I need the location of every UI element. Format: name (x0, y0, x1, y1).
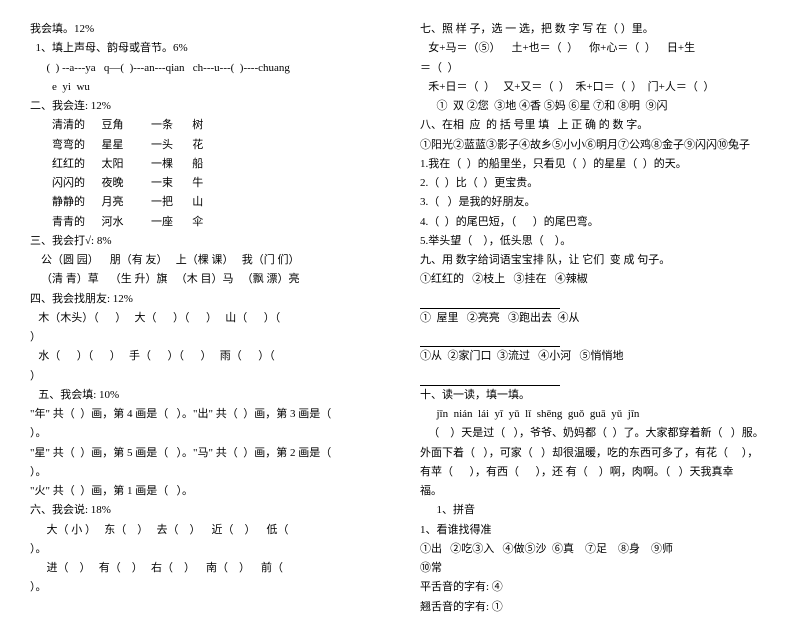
cell: 静静的 (52, 196, 85, 208)
cell: 星星 (102, 139, 124, 151)
text: 八、在相 应 的 括 号里 填 上 正 确 的 数 字。 (420, 116, 770, 135)
text: ＝（ ） (420, 59, 770, 78)
cell: 伞 (192, 216, 203, 228)
text: ）。 (30, 540, 380, 559)
right-column: 七、照 样 子，选 一 选，把 数 字 写 在（ ）里。 女+马＝（⑤） 土+也… (420, 20, 770, 617)
rule (420, 367, 770, 386)
text: 三、我会打√: 8% (30, 232, 380, 251)
cell: 闪闪的 (52, 177, 85, 189)
text: ( ) --a---ya q—( )---an---qian ch---u---… (30, 59, 380, 78)
text: ）。 (30, 578, 380, 597)
cell: 一束 (151, 177, 173, 189)
cell: 一座 (151, 216, 173, 228)
cell: 山 (192, 196, 203, 208)
text: （清 青）草 （生 升）旗 （木 目）马 （飘 漂）亮 (30, 270, 380, 289)
cell: 船 (192, 158, 203, 170)
cell: 一头 (151, 139, 173, 151)
cell: 太阳 (102, 158, 124, 170)
text: ①阳光②蓝蓝③影子④故乡⑤小小⑥明月⑦公鸡⑧金子⑨闪闪⑩兔子 (420, 136, 770, 155)
text: 二、我会连: 12% (30, 97, 380, 116)
cell: 豆角 (102, 119, 124, 131)
cell: 一把 (151, 196, 173, 208)
text: 女+马＝（⑤） 土+也＝（ ） 你+心＝（ ） 日+生 (420, 39, 770, 58)
text: ）。 (30, 463, 380, 482)
cell: 一条 (151, 119, 173, 131)
text: 进（ ） 有（ ） 右（ ） 南（ ） 前（ (30, 559, 380, 578)
text: 2.（ ）比（ ）更宝贵。 (420, 174, 770, 193)
text: 5.举头望（ ），低头思（ ）。 (420, 232, 770, 251)
row: 闪闪的 夜晚 一束 牛 (30, 174, 380, 193)
text: ）。 (30, 424, 380, 443)
text: e yi wu (30, 78, 380, 97)
row: 青青的 河水 一座 伞 (30, 213, 380, 232)
text: 翘舌音的字有: ① (420, 598, 770, 617)
text: ） (30, 328, 380, 347)
text: 九、用 数字给词语宝宝排 队，让 它们 变 成 句子。 (420, 251, 770, 270)
cell: 花 (192, 139, 203, 151)
text: 3.（ ）是我的好朋友。 (420, 193, 770, 212)
left-column: 我会填。12% 1、填上声母、韵母或音节。6% ( ) --a---ya q—(… (30, 20, 380, 617)
rule (420, 290, 770, 309)
cell: 树 (192, 119, 203, 131)
cell: 清清的 (52, 119, 85, 131)
text: 1、拼音 (420, 501, 770, 520)
text: 禾+日＝（ ） 又+又＝（ ） 禾+口＝（ ） 门+人＝（ ） (420, 78, 770, 97)
text: 水（ ）（ ） 手（ ）（ ） 雨（ ）（ (30, 347, 380, 366)
row: 红红的 太阳 一棵 船 (30, 155, 380, 174)
text: 四、我会找朋友: 12% (30, 290, 380, 309)
row: 静静的 月亮 一把 山 (30, 193, 380, 212)
text: 五、我会填: 10% (30, 386, 380, 405)
text: ① 屋里 ②亮亮 ③跑出去 ④从 (420, 309, 770, 328)
text: 1.我在（ ）的船里坐，只看见（ ）的星星（ ）的天。 (420, 155, 770, 174)
cell: 河水 (102, 216, 124, 228)
text: "火" 共（ ）画，第 1 画是（ ）。 (30, 482, 380, 501)
text: 1、看谁找得准 (420, 521, 770, 540)
text: （ ）天是过（ ），爷爷、奶妈都（ ）了。大家都穿着新（ ）服。 (420, 424, 770, 443)
page: 我会填。12% 1、填上声母、韵母或音节。6% ( ) --a---ya q—(… (0, 0, 800, 637)
text: ① 双 ②您 ③地 ④香 ⑤妈 ⑥星 ⑦和 ⑧明 ⑨闪 (420, 97, 770, 116)
text: 六、我会说: 18% (30, 501, 380, 520)
cell: 夜晚 (102, 177, 124, 189)
cell: 弯弯的 (52, 139, 85, 151)
text: 公（圆 园） 朋（有 友） 上（棵 课） 我（门 们） (30, 251, 380, 270)
text: 十、读一读，填一填。 (420, 386, 770, 405)
text: jīn nián lái yī yǔ lǐ shēng guǒ guā yǔ j… (420, 405, 770, 424)
row: 清清的 豆角 一条 树 (30, 116, 380, 135)
text: ①红红的 ②枝上 ③挂在 ④辣椒 (420, 270, 770, 289)
text: 福。 (420, 482, 770, 501)
text: 木（木头）（ ） 大（ ）（ ） 山（ ）（ (30, 309, 380, 328)
cell: 牛 (192, 177, 203, 189)
cell: 红红的 (52, 158, 85, 170)
text: 1、填上声母、韵母或音节。6% (30, 39, 380, 58)
text: 我会填。12% (30, 20, 380, 39)
cell: 一棵 (151, 158, 173, 170)
text: "星" 共（ ）画，第 5 画是（ ）。"马" 共（ ）画，第 2 画是（ (30, 444, 380, 463)
text: 平舌音的字有: ④ (420, 578, 770, 597)
text: ①从 ②家门口 ③流过 ④小河 ⑤悄悄地 (420, 347, 770, 366)
text: 4.（ ）的尾巴短，（ ）的尾巴弯。 (420, 213, 770, 232)
cell: 青青的 (52, 216, 85, 228)
text: ⑩常 (420, 559, 770, 578)
text: 外面下着（ ），可家（ ）却很温暖，吃的东西可多了，有花（ ）， (420, 444, 770, 463)
text: 大（ 小 ） 东（ ） 去（ ） 近（ ） 低（ (30, 521, 380, 540)
text: ①出 ②吃③入 ④做⑤沙 ⑥真 ⑦足 ⑧身 ⑨师 (420, 540, 770, 559)
row: 弯弯的 星星 一头 花 (30, 136, 380, 155)
rule (420, 328, 770, 347)
text: "年" 共（ ）画，第 4 画是（ ）。"出" 共（ ）画，第 3 画是（ (30, 405, 380, 424)
cell: 月亮 (102, 196, 124, 208)
text: 七、照 样 子，选 一 选，把 数 字 写 在（ ）里。 (420, 20, 770, 39)
text: ） (30, 367, 380, 386)
text: 有苹（ ），有西（ ），还 有（ ）啊，肉啊。（ ）天我真幸 (420, 463, 770, 482)
